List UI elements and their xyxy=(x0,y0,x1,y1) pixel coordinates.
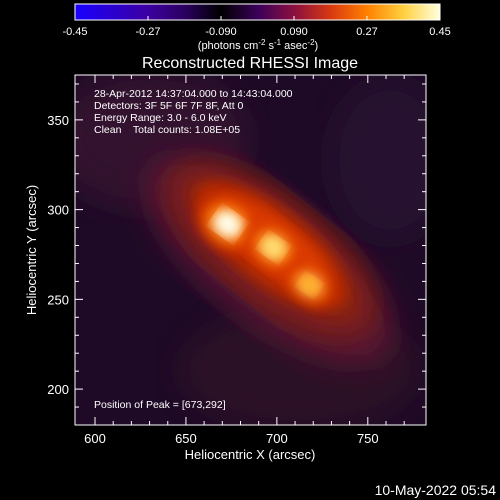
annotation-time-range: 28-Apr-2012 14:37:04.000 to 14:43:04.000 xyxy=(94,88,293,100)
colorbar-tick-label: 0.090 xyxy=(280,26,308,38)
axis-ticks: 600 650 700 750 200 250 300 350 xyxy=(47,75,426,446)
plot-frame xyxy=(74,74,427,426)
colorbar-tick-label: 0.27 xyxy=(356,26,377,38)
colorbar-tick-label: -0.090 xyxy=(205,26,236,38)
colorbar-tick-label: -0.45 xyxy=(62,26,87,38)
annotation-peak-position: Position of Peak = [673,292] xyxy=(94,399,226,411)
y-tick-label: 200 xyxy=(47,382,69,397)
x-tick-label: 650 xyxy=(175,431,197,446)
colorbar xyxy=(74,3,441,21)
colorbar-units-label: (photons cm-2 s-1 asec-2) xyxy=(198,38,318,52)
y-axis-label: Heliocentric Y (arcsec) xyxy=(24,185,39,315)
colorbar-ticks: -0.45 -0.27 -0.090 0.090 0.27 0.45 xyxy=(62,16,451,38)
flare-sources xyxy=(194,193,336,308)
y-tick-label: 300 xyxy=(47,203,69,218)
x-tick-label: 700 xyxy=(266,431,288,446)
y-tick-label: 250 xyxy=(47,292,69,307)
flare-source-core xyxy=(261,236,285,258)
x-axis-label: Heliocentric X (arcsec) xyxy=(185,447,316,462)
heatmap-image xyxy=(75,75,426,425)
annotation-clean-counts: Clean Total counts: 1.08E+05 xyxy=(94,124,240,136)
plot-timestamp: 10-May-2022 05:54 xyxy=(375,482,497,498)
flare-source-core xyxy=(300,276,319,294)
annotation-energy-range: Energy Range: 3.0 - 6.0 keV xyxy=(94,112,227,124)
flare-source-core xyxy=(214,211,242,237)
chart-title: Reconstructed RHESSI Image xyxy=(142,55,358,72)
y-tick-label: 350 xyxy=(47,113,69,128)
colorbar-tick-label: -0.27 xyxy=(135,26,160,38)
x-tick-label: 600 xyxy=(84,431,106,446)
annotation-detectors: Detectors: 3F 5F 6F 7F 8F, Att 0 xyxy=(94,100,244,112)
x-tick-label: 750 xyxy=(357,431,379,446)
colorbar-tick-label: 0.45 xyxy=(429,26,450,38)
